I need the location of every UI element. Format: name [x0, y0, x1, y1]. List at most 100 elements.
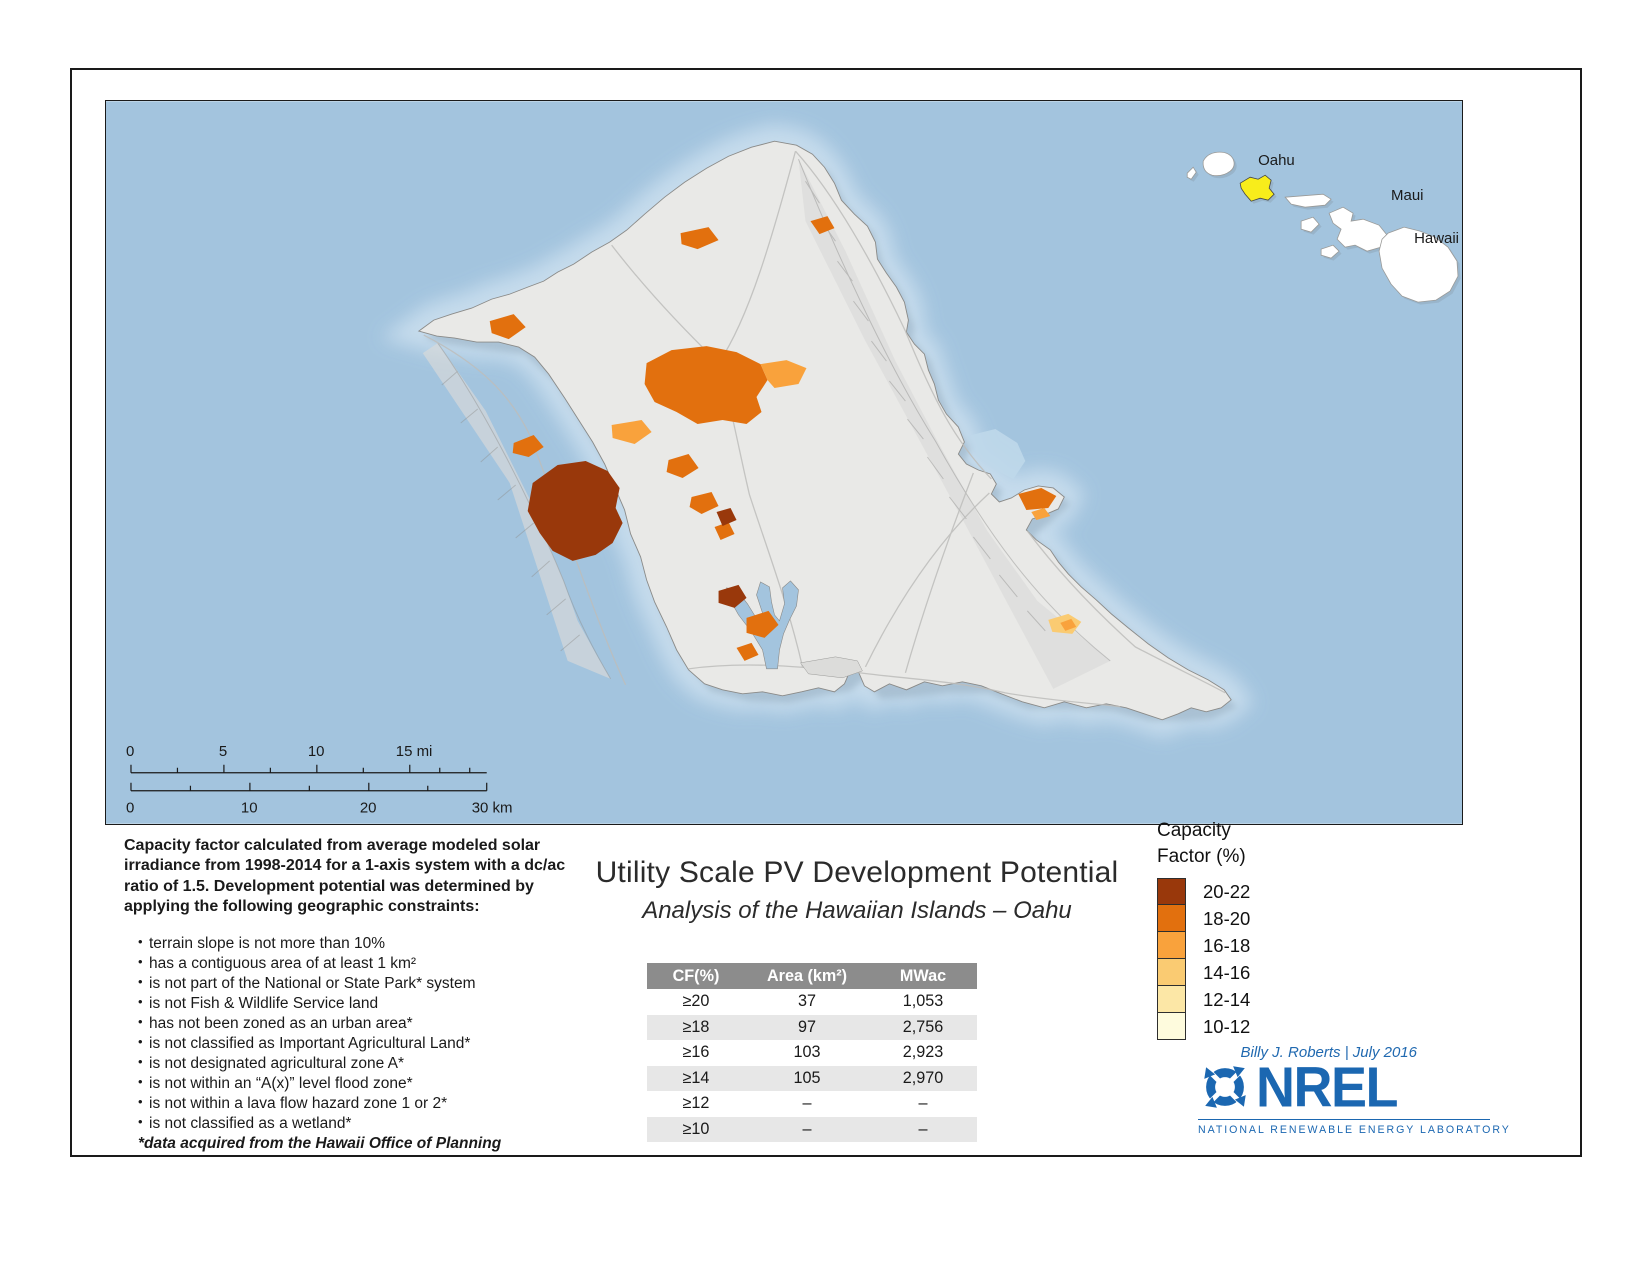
legend-label: 20-22 — [1203, 881, 1251, 903]
table-cell: – — [802, 1094, 812, 1113]
pv-potential-areas — [489, 216, 1082, 661]
legend-label: 12-14 — [1203, 989, 1251, 1011]
inset-label-oahu: Oahu — [1258, 152, 1295, 169]
scale-labels: 0 5 10 15 mi 0 10 20 30 km — [126, 743, 513, 817]
legend-item: 14-16 — [1157, 958, 1251, 987]
legend-swatch — [1157, 1012, 1186, 1041]
inset-label-hawaii: Hawaii — [1414, 230, 1459, 247]
table-cell: 1,053 — [902, 992, 944, 1011]
legend-item: 18-20 — [1157, 904, 1251, 933]
table-row: ≥12 – – — [647, 1091, 977, 1117]
map-panel: Oahu Maui Hawaii 0 5 10 — [105, 100, 1463, 825]
table-cell: 105 — [793, 1068, 821, 1087]
table-cell: – — [802, 1119, 812, 1138]
nrel-wordmark: NREL — [1256, 1057, 1399, 1120]
table-header-row: CF(%) Area (km²) MWac — [647, 963, 977, 989]
legend-items: 20-22 18-20 16-18 14-16 12-14 10-12 — [1157, 878, 1251, 1041]
table-cell: ≥16 — [682, 1043, 710, 1062]
table-row: ≥10 – – — [647, 1116, 977, 1142]
legend-label: 14-16 — [1203, 962, 1251, 984]
methodology-notes: Capacity factor calculated from average … — [124, 836, 602, 1153]
constraint-item: is not Fish & Wildlife Service land — [138, 994, 602, 1014]
legend-label: 16-18 — [1203, 935, 1251, 957]
title-block: Utility Scale PV Development Potential A… — [542, 856, 1172, 925]
inset-kahoolawe — [1320, 244, 1340, 259]
table-cell: 2,970 — [902, 1068, 944, 1087]
constraint-item: is not designated agricultural zone A* — [138, 1054, 602, 1074]
legend-swatch — [1157, 931, 1186, 960]
table-cell: – — [918, 1119, 928, 1138]
constraints-list: terrain slope is not more than 10%has a … — [138, 934, 602, 1134]
constraint-item: has a contiguous area of at least 1 km² — [138, 954, 602, 974]
scale-mi-15: 10 — [308, 743, 325, 760]
roads — [423, 150, 1226, 708]
stats-table-body: ≥20 37 1,053 ≥18 97 2,756 ≥16 103 2,923 ≥14 105 2,9… — [647, 989, 977, 1142]
scale-km-0: 0 — [126, 800, 134, 817]
cartographer-credit: Billy J. Roberts | July 2016 — [1240, 1044, 1417, 1061]
oahu-island — [417, 140, 1232, 721]
table-cell: – — [918, 1094, 928, 1113]
legend-title-line2: Factor (%) — [1157, 846, 1246, 868]
scale-mi-5: 5 — [219, 743, 227, 760]
data-source-footnote: *data acquired from the Hawaii Office of… — [138, 1135, 502, 1153]
legend-swatch — [1157, 878, 1186, 906]
notes-intro: Capacity factor calculated from average … — [124, 837, 566, 915]
legend-label: 18-20 — [1203, 908, 1251, 930]
airport-reef-runway — [800, 656, 863, 679]
capacity-legend: Capacity Factor (%) 20-22 18-20 16-18 14-16… — [1157, 818, 1251, 1041]
table-row: ≥14 105 2,970 — [647, 1065, 977, 1091]
scale-mi-label: 15 mi — [396, 743, 433, 760]
scale-mi-0: 0 — [126, 743, 134, 760]
table-header-cell: CF(%) — [647, 963, 745, 989]
table-cell: 97 — [797, 1017, 816, 1036]
page-title: Utility Scale PV Development Potential — [595, 856, 1119, 889]
constraint-item: is not part of the National or State Par… — [138, 974, 602, 994]
table-cell: 2,923 — [902, 1043, 944, 1062]
legend-title-line1: Capacity — [1157, 820, 1231, 841]
poster-frame: Oahu Maui Hawaii 0 5 10 — [70, 68, 1582, 1157]
inset-molokai — [1284, 193, 1332, 208]
inset-kauai — [1202, 151, 1235, 177]
constraint-item: terrain slope is not more than 10% — [138, 934, 602, 954]
table-cell: ≥10 — [682, 1119, 710, 1138]
inset-islands — [1186, 151, 1459, 303]
inset-hawaii — [1378, 226, 1459, 303]
inset-oahu-highlighted — [1239, 174, 1275, 202]
nrel-logo-row: NREL — [1198, 1057, 1490, 1120]
legend-swatch — [1157, 985, 1186, 1014]
scale-km-10: 10 — [241, 800, 258, 817]
hawaiian-islands-inset: Oahu Maui Hawaii — [1186, 151, 1461, 305]
table-cell: 37 — [797, 992, 816, 1011]
inset-label-maui: Maui — [1391, 187, 1423, 204]
capacity-table-head: CF(%) Area (km²) MWac — [647, 963, 977, 989]
capacity-table: CF(%) Area (km²) MWac ≥20 37 1,053 ≥18 97 2,756… — [647, 963, 977, 1142]
nrel-sun-icon — [1204, 1066, 1246, 1108]
legend-item: 12-14 — [1157, 985, 1251, 1014]
table-cell: 2,756 — [902, 1017, 944, 1036]
kaneohe-bay-shallow — [967, 429, 1026, 479]
scale-km-label: 30 km — [472, 800, 513, 817]
nrel-logo: NREL NATIONAL RENEWABLE ENERGY LABORATOR… — [1198, 1057, 1509, 1136]
ridge-lines — [437, 159, 1111, 680]
legend-item: 16-18 — [1157, 931, 1251, 960]
legend-title: Capacity Factor (%) — [1157, 818, 1250, 870]
legend-item: 20-22 — [1157, 878, 1251, 906]
constraint-item: is not classified as a wetland* — [138, 1114, 602, 1134]
nrel-caption: NATIONAL RENEWABLE ENERGY LABORATORY — [1198, 1119, 1509, 1136]
table-row: ≥18 97 2,756 — [647, 1014, 977, 1040]
table-row: ≥20 37 1,053 — [647, 989, 977, 1015]
terrain-shading — [422, 159, 1111, 689]
constraint-item: is not within a lava flow hazard zone 1 … — [138, 1094, 602, 1114]
legend-label: 10-12 — [1203, 1016, 1251, 1038]
constraint-item: has not been zoned as an urban area* — [138, 1014, 602, 1034]
table-header-cell: Area (km²) — [745, 963, 869, 989]
constraint-item: is not classified as Important Agricultu… — [138, 1034, 602, 1054]
table-header-cell: MWac — [869, 963, 977, 989]
legend-swatch — [1157, 904, 1186, 933]
table-cell: ≥14 — [682, 1068, 710, 1087]
table-cell: ≥18 — [682, 1017, 710, 1036]
constraint-item: is not within an “A(x)” level flood zone… — [138, 1074, 602, 1094]
page-subtitle: Analysis of the Hawaiian Islands – Oahu — [642, 897, 1072, 924]
oahu-map: Oahu Maui Hawaii 0 5 10 — [106, 101, 1462, 824]
